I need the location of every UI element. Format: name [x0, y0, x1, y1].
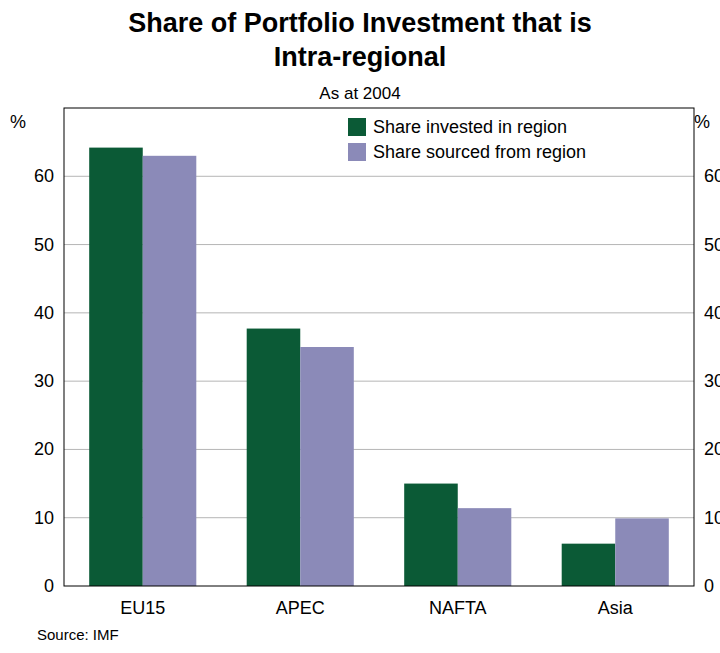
- legend-label: Share sourced from region: [373, 142, 586, 162]
- y-tick-label: 20: [34, 439, 54, 459]
- y2-tick-label: 60: [704, 166, 720, 186]
- y2-tick-label: 0: [704, 576, 714, 596]
- bar: [300, 347, 354, 586]
- bar: [89, 148, 143, 586]
- bar: [615, 518, 669, 586]
- legend-swatch: [348, 118, 366, 136]
- chart: Share of Portfolio Investment that is Int…: [0, 0, 720, 653]
- title-line: Intra-regional: [274, 42, 447, 72]
- title: Share of Portfolio Investment that is Int…: [128, 8, 592, 72]
- y-tick-label: 30: [34, 371, 54, 391]
- y2-label: %: [694, 112, 710, 132]
- bar: [143, 156, 197, 586]
- bar: [458, 508, 512, 586]
- x-tick-label: Asia: [598, 598, 634, 618]
- y-tick-label: 60: [34, 166, 54, 186]
- legend-label: Share invested in region: [373, 117, 567, 137]
- bar: [562, 544, 616, 586]
- bar: [404, 484, 458, 586]
- y2-tick-label: 40: [704, 303, 720, 323]
- bars: [89, 148, 669, 586]
- y-tick-label: 50: [34, 235, 54, 255]
- y-label: %: [10, 112, 26, 132]
- x-tick-label: APEC: [276, 598, 325, 618]
- title-line: Share of Portfolio Investment that is: [128, 8, 592, 38]
- y2-tick-label: 30: [704, 371, 720, 391]
- x-tick-label: NAFTA: [429, 598, 487, 618]
- y-tick-label: 40: [34, 303, 54, 323]
- y-tick-label: 0: [44, 576, 54, 596]
- legend-swatch: [348, 143, 366, 161]
- y2-tick-label: 50: [704, 235, 720, 255]
- y2-tick-label: 20: [704, 439, 720, 459]
- x-tick-label: EU15: [120, 598, 165, 618]
- bar: [247, 329, 301, 586]
- source: Source: IMF: [37, 626, 119, 643]
- plot-frame: [64, 108, 694, 586]
- subtitle: As at 2004: [319, 84, 400, 103]
- y2-tick-label: 10: [704, 508, 720, 528]
- y-tick-label: 10: [34, 508, 54, 528]
